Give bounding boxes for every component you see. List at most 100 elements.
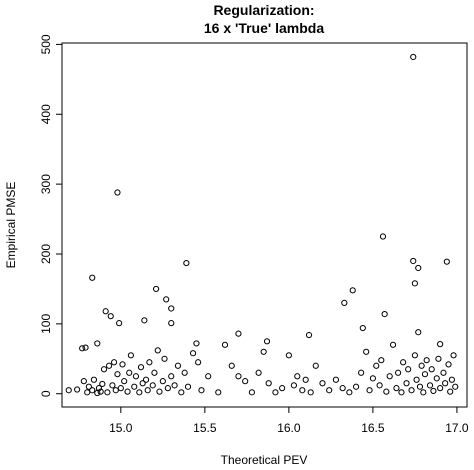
point xyxy=(319,380,326,387)
point xyxy=(228,362,235,369)
point xyxy=(164,385,171,392)
point xyxy=(263,338,271,345)
x-axis-label: Theoretical PEV xyxy=(221,453,308,467)
point xyxy=(421,371,429,378)
point xyxy=(178,389,185,396)
point xyxy=(400,359,407,366)
point xyxy=(408,387,415,394)
point xyxy=(126,369,133,376)
point xyxy=(235,330,242,337)
point xyxy=(452,383,459,390)
point xyxy=(332,376,340,383)
point xyxy=(369,375,376,382)
point xyxy=(346,389,353,396)
point xyxy=(161,355,168,362)
point xyxy=(248,389,255,396)
point xyxy=(131,383,138,390)
point xyxy=(89,387,96,394)
point xyxy=(168,305,175,312)
point xyxy=(90,376,98,383)
point xyxy=(183,259,190,267)
point xyxy=(426,382,434,389)
point xyxy=(378,357,385,364)
point xyxy=(272,389,279,396)
point xyxy=(358,369,365,376)
chart-title: Regularization: xyxy=(213,2,314,18)
point xyxy=(221,341,229,348)
point xyxy=(137,364,145,371)
point xyxy=(184,383,192,390)
point xyxy=(381,310,388,318)
point xyxy=(149,382,156,389)
point xyxy=(132,373,140,380)
point xyxy=(411,280,419,287)
point xyxy=(82,344,89,351)
point xyxy=(393,385,400,392)
y-tick-label: 500 xyxy=(39,34,53,54)
point xyxy=(420,389,427,396)
point xyxy=(97,388,104,395)
point xyxy=(95,385,103,392)
point xyxy=(127,352,135,359)
point xyxy=(80,378,87,385)
point xyxy=(435,355,442,362)
point xyxy=(121,378,128,385)
point xyxy=(85,383,92,390)
point xyxy=(99,380,106,388)
point xyxy=(168,373,175,380)
point xyxy=(398,389,405,396)
point xyxy=(410,53,417,61)
point xyxy=(171,382,178,389)
y-axis-label: Empirical PMSE xyxy=(4,182,18,269)
y-tick-label: 200 xyxy=(39,244,53,264)
x-tick-label: 15.0 xyxy=(109,421,133,435)
point xyxy=(405,366,412,373)
point xyxy=(386,373,393,380)
y-tick-label: 400 xyxy=(39,104,53,124)
point xyxy=(119,361,126,368)
point xyxy=(100,366,108,373)
point xyxy=(114,189,121,196)
point xyxy=(153,285,160,293)
x-tick-label: 16.5 xyxy=(361,421,385,435)
y-tick-label: 100 xyxy=(39,314,53,334)
point xyxy=(290,382,298,389)
point xyxy=(437,385,444,392)
y-tick-label: 300 xyxy=(39,174,53,194)
point xyxy=(305,331,313,339)
point xyxy=(389,341,397,348)
point xyxy=(440,369,447,376)
point xyxy=(411,352,419,359)
point xyxy=(379,233,387,240)
point xyxy=(442,380,449,387)
point xyxy=(74,386,81,393)
point xyxy=(114,371,121,378)
point xyxy=(415,264,422,272)
point xyxy=(198,387,205,394)
point xyxy=(302,376,309,383)
chart-subtitle: 16 x 'True' lambda xyxy=(204,20,324,36)
point xyxy=(437,341,444,348)
point xyxy=(359,324,366,332)
point xyxy=(418,362,425,369)
point xyxy=(394,369,402,376)
point xyxy=(142,376,150,383)
point xyxy=(102,308,109,315)
point xyxy=(383,388,390,395)
point xyxy=(181,369,188,376)
point xyxy=(410,257,417,265)
point xyxy=(215,389,222,396)
point xyxy=(146,359,153,366)
point xyxy=(413,376,420,383)
point xyxy=(156,388,163,395)
point xyxy=(154,347,161,354)
plot-frame xyxy=(61,42,468,408)
point xyxy=(307,389,314,396)
point xyxy=(366,387,373,394)
point xyxy=(445,361,452,368)
point xyxy=(415,329,422,336)
point xyxy=(299,387,306,394)
point xyxy=(84,389,91,396)
x-tick-label: 17.0 xyxy=(445,421,469,435)
